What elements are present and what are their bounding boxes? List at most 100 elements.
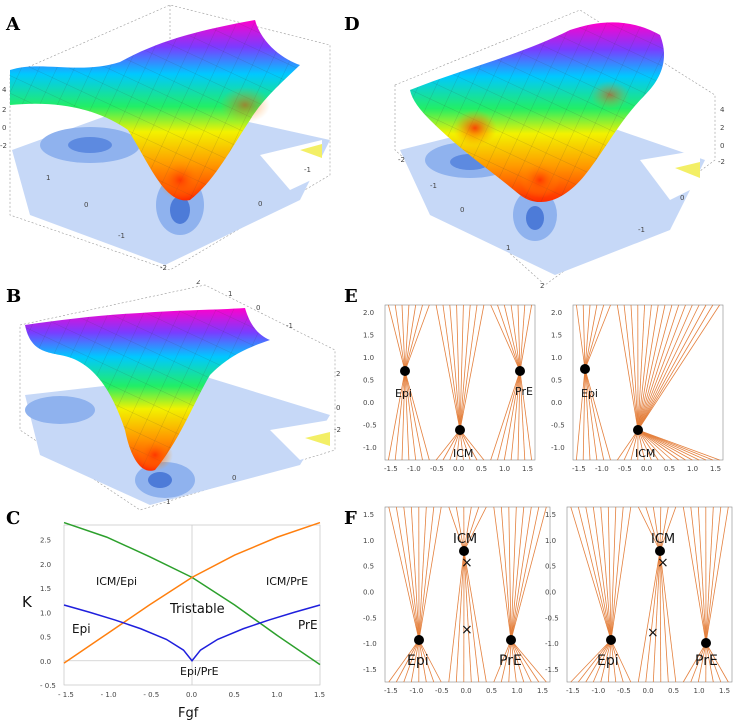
streamline	[705, 506, 714, 644]
x-tick-label: 0.5	[664, 465, 675, 473]
icm-fixed-point	[655, 546, 665, 556]
y-tick-label: 0.0	[363, 399, 374, 407]
a-y-tick: 0	[258, 200, 262, 208]
streamline	[697, 506, 707, 644]
y-tick-label: 1.0	[40, 609, 51, 617]
streamline	[508, 506, 512, 641]
y-tick-label: 0.0	[545, 589, 556, 597]
y-tick-label: -1.0	[363, 444, 377, 452]
y-tick-label: 1.5	[545, 511, 556, 519]
b-top-tick: 0	[256, 304, 260, 312]
streamline	[394, 304, 406, 372]
streamline	[448, 550, 465, 683]
streamline	[637, 304, 686, 431]
d-right-tick: -2	[718, 158, 725, 166]
panel-label-d: D	[344, 14, 360, 35]
b-top-tick: 2	[196, 280, 200, 286]
streamline	[630, 304, 639, 431]
y-tick-label: 1.0	[363, 537, 374, 545]
y-tick-label: 0.5	[40, 634, 51, 642]
streamline	[490, 370, 521, 461]
b-bottom-tick: 0	[232, 474, 236, 482]
streamline	[455, 550, 465, 683]
streamline	[576, 368, 586, 461]
a-x-tick: 1	[46, 174, 50, 182]
panel-label-a: A	[6, 14, 20, 35]
streamline	[463, 550, 472, 683]
panel-label-c: C	[6, 508, 21, 529]
streamline	[510, 506, 540, 641]
y-tick-label: - 0.5	[40, 682, 56, 690]
blue-curve	[63, 604, 321, 662]
annotation-icm-pre: ICM/PrE	[266, 575, 308, 588]
streamline	[493, 506, 512, 641]
a-y-tick: -1	[304, 166, 311, 174]
d-left-tick: 2	[540, 282, 544, 290]
y-tick-label: -0.5	[363, 422, 377, 430]
streamline	[690, 506, 707, 644]
b-bottom-tick: 1	[166, 498, 170, 506]
streamline	[637, 304, 693, 431]
streamline	[404, 370, 430, 461]
pre-fixed-point	[506, 635, 516, 645]
streamline	[584, 368, 598, 461]
streamline	[459, 304, 485, 431]
x-tick-label: -0.5	[617, 687, 631, 695]
streamline	[459, 304, 464, 431]
x-tick-label: 1.5	[537, 687, 548, 695]
streamline	[623, 304, 639, 431]
streamline	[585, 506, 612, 641]
pre-fixed-point	[515, 366, 525, 376]
icm-fixed-point	[455, 425, 465, 435]
streamline	[497, 370, 521, 461]
streamline	[582, 368, 586, 461]
surface-plot-b: 2 1 0 -1 2 0 -2 0 1	[19, 280, 341, 511]
b-top-tick: -1	[286, 322, 293, 330]
x-tick-label: 0.5	[486, 687, 497, 695]
x-tick-label: 0.5	[668, 687, 679, 695]
x-tick-label: 1.5	[314, 691, 325, 699]
a-x-tick: -2	[160, 264, 167, 272]
y-tick-label: 0.0	[40, 658, 51, 666]
streamline	[404, 304, 410, 372]
y-tick-label: -1.0	[551, 444, 565, 452]
y-tick-label: 0.5	[363, 377, 374, 385]
streamline	[503, 370, 521, 461]
y-tick-label: -0.5	[551, 422, 565, 430]
x-tick-label: 1.0	[687, 465, 698, 473]
x-tick-label: 0.0	[186, 691, 197, 699]
streamline	[584, 304, 611, 370]
x-tick-label: 1.5	[719, 687, 730, 695]
epi-fixed-point	[580, 364, 590, 374]
phase-frame	[566, 506, 733, 683]
streamline	[404, 370, 423, 461]
annotation-epi-pre: Epi/PrE	[180, 665, 219, 678]
x-tick-label: -1.5	[572, 465, 586, 473]
streamline	[519, 304, 526, 372]
streamline	[659, 550, 669, 683]
epi-label: Epi	[407, 653, 429, 669]
streamline	[449, 304, 461, 431]
icm-label: ICM	[651, 532, 675, 547]
streamline	[584, 368, 611, 461]
x-tick-label: 0.0	[643, 687, 654, 695]
streamline	[637, 304, 652, 431]
streamline	[576, 304, 586, 370]
a-z-tick: -2	[0, 142, 7, 150]
streamline	[510, 304, 521, 372]
streamline	[637, 304, 673, 431]
x-tick-label: 1.0	[271, 691, 282, 699]
annotation-icm-epi: ICM/Epi	[96, 575, 137, 588]
b-right-tick: 2	[336, 370, 340, 378]
streamline	[584, 368, 591, 461]
streamline	[652, 550, 661, 683]
b-right-tick: -2	[334, 426, 341, 434]
streamline	[584, 304, 605, 370]
streamline	[459, 304, 478, 431]
streamline	[418, 506, 435, 641]
streamline	[388, 304, 406, 372]
a-z-tick: 0	[2, 124, 6, 132]
streamline	[659, 550, 662, 683]
y-tick-label: -1.0	[545, 640, 559, 648]
streamline	[435, 304, 461, 431]
